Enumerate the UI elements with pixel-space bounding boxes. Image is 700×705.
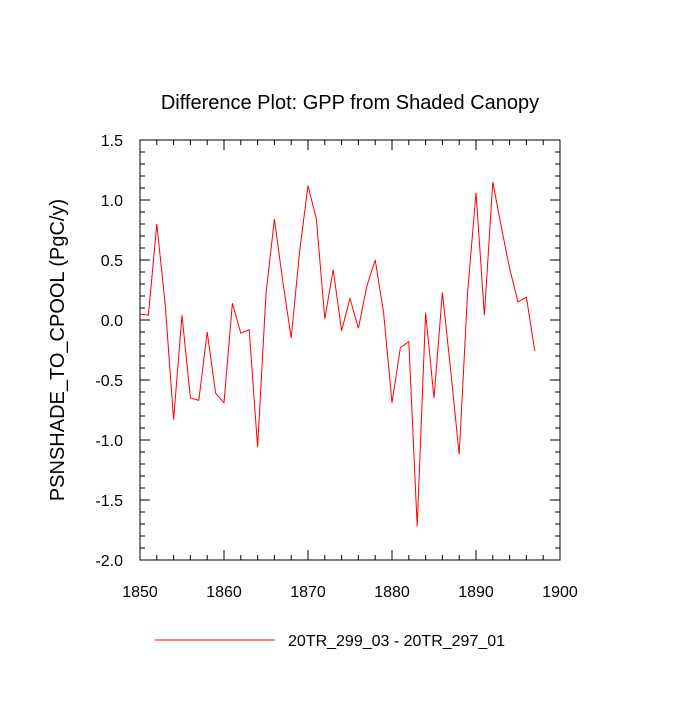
- y-tick-label: -2.0: [95, 553, 123, 570]
- series-line: [139, 181, 536, 527]
- y-axis-label: PSNSHADE_TO_CPOOL (PgC/y): [47, 199, 69, 501]
- y-tick-label: -1.5: [95, 493, 123, 510]
- x-tick-label: 1890: [458, 584, 494, 601]
- y-tick-label: 1.5: [101, 133, 123, 150]
- y-tick-label: 1.0: [101, 193, 123, 210]
- x-tick-label: 1850: [122, 584, 158, 601]
- x-tick-label: 1900: [542, 584, 578, 601]
- x-tick-label: 1870: [290, 584, 326, 601]
- y-tick-label: -1.0: [95, 433, 123, 450]
- x-tick-label: 1860: [206, 584, 242, 601]
- plot-frame: [139, 139, 561, 561]
- legend: 20TR_299_03 - 20TR_297_01: [155, 633, 505, 650]
- y-tick-label: 0.0: [101, 313, 123, 330]
- plot-border: [139, 139, 561, 561]
- y-tick-label: -0.5: [95, 373, 123, 390]
- legend-label: 20TR_299_03 - 20TR_297_01: [288, 633, 505, 650]
- y-axis: -2.0 -1.5 -1.0 -0.5 0.0 0.5 1.0 1.5: [95, 133, 560, 570]
- y-tick-label: 0.5: [101, 253, 123, 270]
- series-layer: [139, 181, 536, 527]
- x-axis: 1850 1860 1870 1880 1890 1900: [122, 140, 578, 601]
- x-tick-label: 1880: [374, 584, 410, 601]
- chart-title: Difference Plot: GPP from Shaded Canopy: [161, 92, 539, 114]
